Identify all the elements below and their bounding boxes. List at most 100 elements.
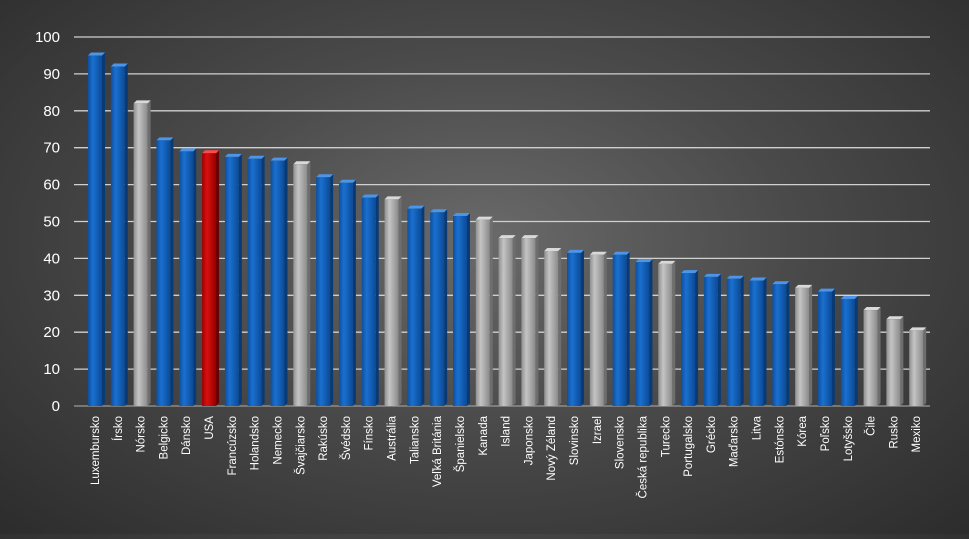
- bar-front: [795, 287, 810, 406]
- bar-top: [224, 153, 242, 157]
- x-tick-label: Poľsko: [820, 416, 832, 451]
- y-tick-label: 20: [43, 324, 60, 341]
- bar-front: [179, 151, 194, 406]
- bar-top: [270, 157, 288, 161]
- x-tick-label: Grécko: [706, 416, 718, 453]
- x-tick-label: Írsko: [112, 416, 125, 441]
- bar-front: [452, 215, 467, 406]
- x-tick-label: Slovinsko: [569, 416, 581, 465]
- bar-side: [170, 137, 174, 406]
- bars: [88, 52, 927, 407]
- bar-side: [923, 327, 927, 406]
- bar-29: [726, 275, 744, 406]
- x-tick-label: Švajčiarsko: [294, 416, 307, 475]
- x-tick-label: Veľká Británia: [432, 415, 444, 487]
- bar-11: [316, 174, 334, 406]
- bar-14: [384, 196, 402, 406]
- bar-top: [407, 205, 425, 209]
- bar-side: [330, 174, 334, 406]
- bar-front: [270, 160, 285, 406]
- bar-side: [352, 179, 356, 406]
- y-tick-label: 80: [43, 103, 60, 120]
- bar-top: [612, 251, 630, 255]
- bar-front: [681, 273, 696, 406]
- x-tick-label: USA: [204, 416, 216, 440]
- x-axis: Luxembursko Írsko Nórsko Belgicko Dánsko USA F…: [90, 415, 923, 498]
- x-tick-label: Island: [501, 416, 513, 447]
- bar-top: [247, 155, 265, 159]
- y-tick-label: 90: [43, 66, 60, 83]
- bar-side: [216, 150, 220, 406]
- bar-15: [407, 205, 425, 406]
- bar-side: [375, 194, 379, 406]
- x-tick-label: Rusko: [888, 416, 900, 449]
- bar-32: [795, 284, 813, 406]
- bar-side: [900, 316, 904, 406]
- bar-top: [749, 277, 767, 281]
- bar-35: [863, 307, 881, 406]
- bar-front: [544, 251, 559, 406]
- bar-top: [316, 174, 334, 178]
- bar-front: [658, 263, 673, 406]
- y-tick-label: 40: [43, 250, 60, 267]
- bar-22: [567, 249, 585, 406]
- bar-top: [909, 327, 927, 331]
- bar-side: [695, 270, 699, 406]
- x-tick-label: Taliansko: [409, 416, 421, 464]
- x-tick-label: Estónsko: [774, 416, 786, 463]
- bar-side: [558, 248, 562, 406]
- bar-21: [544, 248, 562, 406]
- bar-top: [840, 295, 858, 299]
- bar-top: [681, 270, 699, 274]
- bar-top: [133, 100, 151, 104]
- bar-side: [672, 260, 676, 406]
- x-tick-label: Austrália: [387, 415, 399, 460]
- bar-31: [772, 281, 790, 406]
- bar-side: [854, 295, 858, 406]
- bar-top: [361, 194, 379, 198]
- bar-top: [544, 248, 562, 252]
- bar-top: [589, 251, 607, 255]
- bar-side: [489, 216, 493, 406]
- x-tick-label: Dánsko: [181, 416, 193, 455]
- bar-front: [316, 177, 331, 406]
- bar-side: [261, 155, 265, 406]
- y-axis: 0 10 20 30 40 50 60 70 80 90 100: [35, 29, 60, 415]
- bar-side: [740, 275, 744, 406]
- bar-front: [635, 262, 650, 406]
- bar-side: [786, 281, 790, 406]
- x-tick-label: Slovensko: [615, 416, 627, 469]
- bar-side: [809, 284, 813, 406]
- bar-10: [293, 161, 311, 406]
- y-tick-label: 60: [43, 177, 60, 194]
- bar-top: [521, 235, 539, 239]
- bar-27: [681, 270, 699, 406]
- x-tick-label: Fínsko: [364, 416, 376, 451]
- bar-34: [840, 295, 858, 406]
- bar-front: [475, 219, 490, 406]
- bar-3: [133, 100, 151, 407]
- bar-16: [430, 209, 448, 406]
- bar-front: [840, 298, 855, 406]
- bar-front: [133, 103, 148, 407]
- x-tick-label: Nórsko: [136, 416, 148, 452]
- bar-front: [384, 199, 399, 406]
- bar-1: [88, 52, 105, 406]
- bar-top: [498, 235, 516, 239]
- x-tick-label: Holandsko: [250, 416, 262, 470]
- y-tick-label: 100: [35, 29, 60, 46]
- bar-top: [658, 260, 676, 264]
- bar-side: [421, 205, 425, 406]
- x-tick-label: Čile: [865, 416, 878, 436]
- bar-side: [763, 277, 767, 406]
- bar-side: [444, 209, 448, 406]
- bar-top: [338, 179, 356, 183]
- bar-6: [202, 150, 220, 406]
- x-tick-label: Česká republika: [636, 415, 649, 498]
- bar-side: [603, 251, 607, 406]
- bar-top: [817, 288, 835, 292]
- y-tick-label: 10: [43, 361, 60, 378]
- bar-front: [361, 197, 376, 406]
- bar-19: [498, 235, 516, 406]
